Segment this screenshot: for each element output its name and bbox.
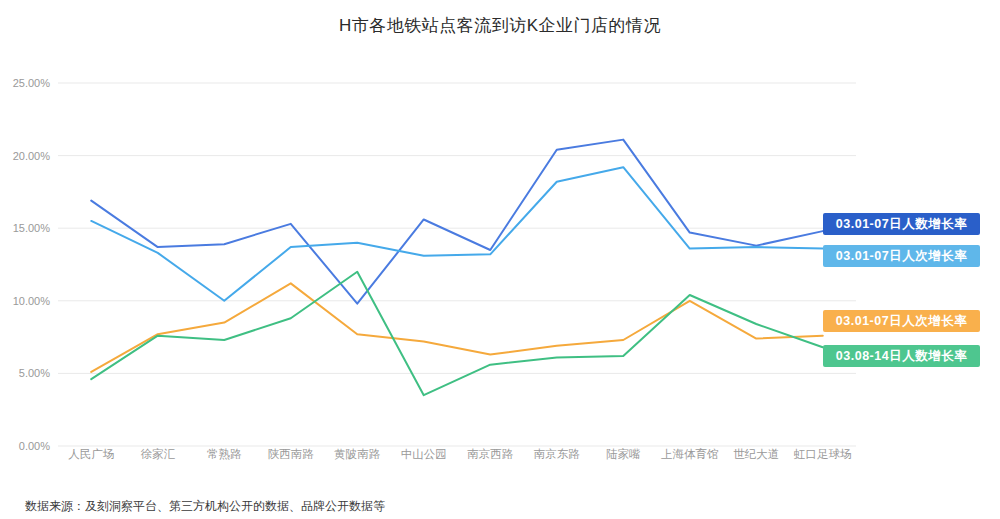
x-axis-category-label: 世纪大道	[733, 448, 779, 460]
series-end-label-people-growth-0308: 03.08-14日人数增长率	[823, 345, 980, 367]
data-line	[91, 140, 823, 304]
x-axis-category-label: 黄陂南路	[334, 448, 381, 460]
x-axis-category-label: 虹口足球场	[794, 448, 852, 460]
series-end-label-visits-growth-0301-blue: 03.01-07日人次增长率	[823, 245, 980, 267]
chart-canvas: H市各地铁站点客流到访K企业门店的情况 25.00%20.00%15.00%10…	[0, 0, 1000, 519]
x-axis-category-label: 陕西南路	[268, 448, 315, 460]
series-end-label-visits-growth-0301-orange: 03.01-07日人次增长率	[823, 310, 980, 332]
y-axis-tick-label: 20.00%	[13, 150, 51, 162]
x-axis-category-label: 中山公园	[401, 448, 447, 460]
series-end-label-people-growth-0301: 03.01-07日人数增长率	[823, 213, 980, 235]
y-axis-tick-label: 15.00%	[13, 222, 51, 234]
x-axis-category-label: 南京西路	[467, 448, 514, 460]
x-axis-category-label: 人民广场	[68, 448, 114, 460]
x-axis-category-label: 徐家汇	[141, 448, 176, 460]
x-axis-category-label: 常熟路	[207, 448, 242, 461]
data-line	[91, 272, 823, 395]
y-axis-tick-label: 5.00%	[19, 367, 50, 379]
y-axis-tick-label: 0.00%	[19, 440, 50, 452]
data-source-note: 数据来源：及刻洞察平台、第三方机构公开的数据、品牌公开数据等	[25, 498, 385, 515]
x-axis-category-label: 陆家嘴	[606, 448, 641, 460]
x-axis-category-label: 上海体育馆	[661, 448, 719, 460]
x-axis-category-label: 南京东路	[534, 448, 581, 460]
y-axis-tick-label: 25.00%	[13, 77, 51, 89]
y-axis-tick-label: 10.00%	[13, 295, 51, 307]
data-line	[91, 283, 823, 372]
